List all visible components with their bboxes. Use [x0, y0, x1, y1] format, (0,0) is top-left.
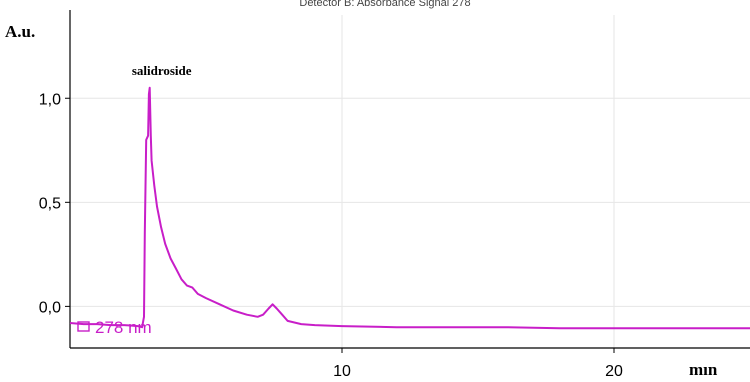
top-caption: Detector B: Absorbance Signal 278: [299, 0, 470, 9]
x-tick-label: 10: [333, 363, 351, 380]
y-axis-label: A.u.: [5, 22, 35, 41]
y-tick-label: 0,0: [39, 299, 61, 316]
x-axis-label: mın: [689, 360, 718, 379]
peak-label-salidroside: salidroside: [132, 63, 192, 78]
chromatogram-line-278nm: [69, 86, 750, 330]
legend-label-278nm: 278 nm: [95, 318, 152, 337]
grid: [70, 15, 750, 348]
y-tick-label: 0,5: [39, 195, 61, 212]
y-tick-label: 1,0: [39, 91, 61, 108]
axes: [65, 10, 750, 353]
legend-marker: [77, 321, 90, 332]
tick-labels: 0,0 0,5 1,0 10 20: [39, 91, 623, 380]
x-tick-label: 20: [605, 363, 623, 380]
